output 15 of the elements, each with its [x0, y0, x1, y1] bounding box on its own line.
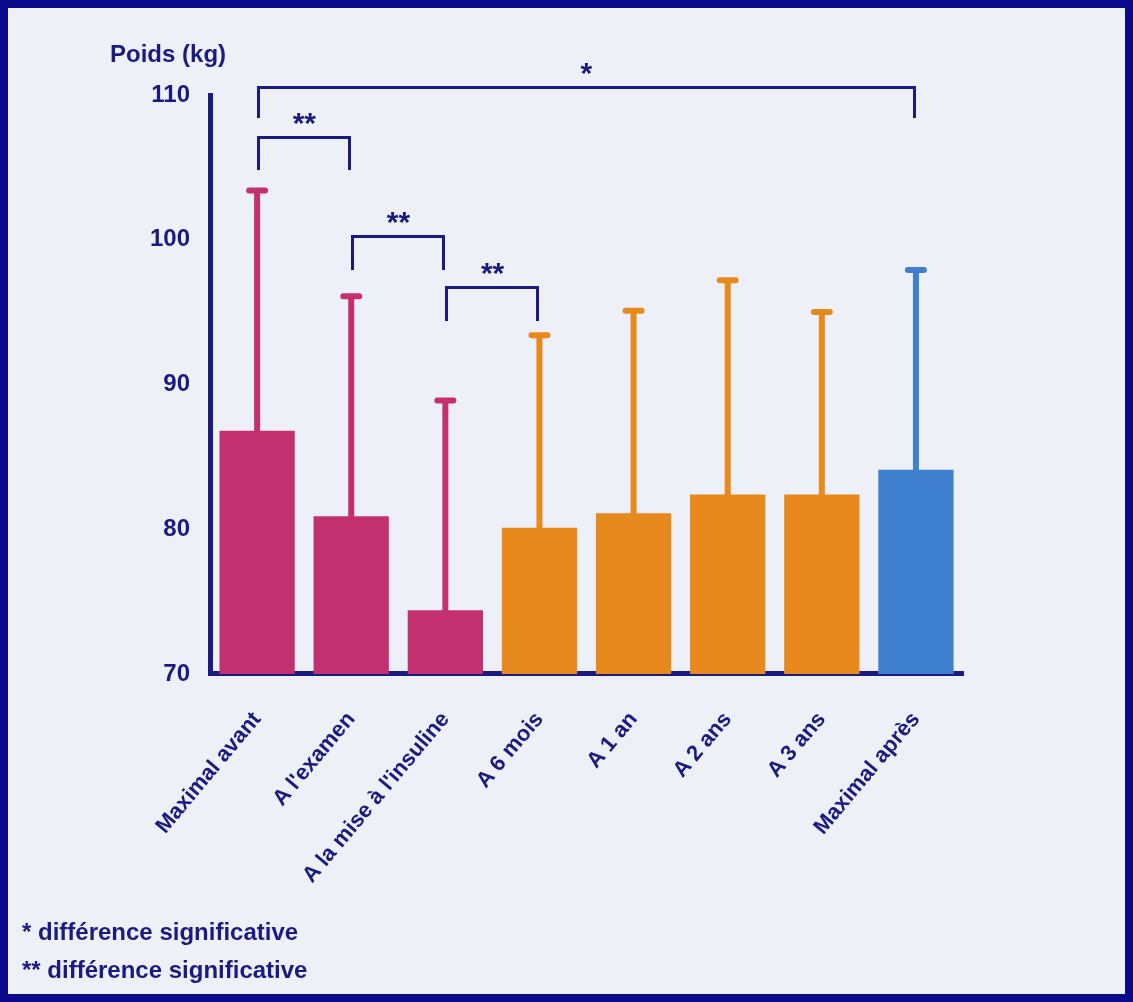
y-tick-label: 100	[150, 224, 191, 252]
y-tick-label: 70	[163, 658, 191, 686]
y-tick-label: 110	[151, 79, 191, 107]
text: ** différence significative	[22, 956, 308, 984]
text: * différence significative	[22, 918, 299, 946]
annotation: **	[386, 205, 411, 240]
annotation: **	[292, 105, 317, 140]
y-tick-label: 80	[163, 513, 191, 541]
text: *	[580, 56, 593, 91]
annotation: **	[480, 256, 505, 291]
x-tick-label: A 3 ans	[761, 706, 831, 782]
y-tick-label: 90	[163, 369, 191, 397]
y-axis-title: Poids (kg)	[110, 40, 227, 68]
x-tick-label: A 2 ans	[667, 706, 737, 782]
x-tick-label: A 1 an	[581, 706, 643, 773]
